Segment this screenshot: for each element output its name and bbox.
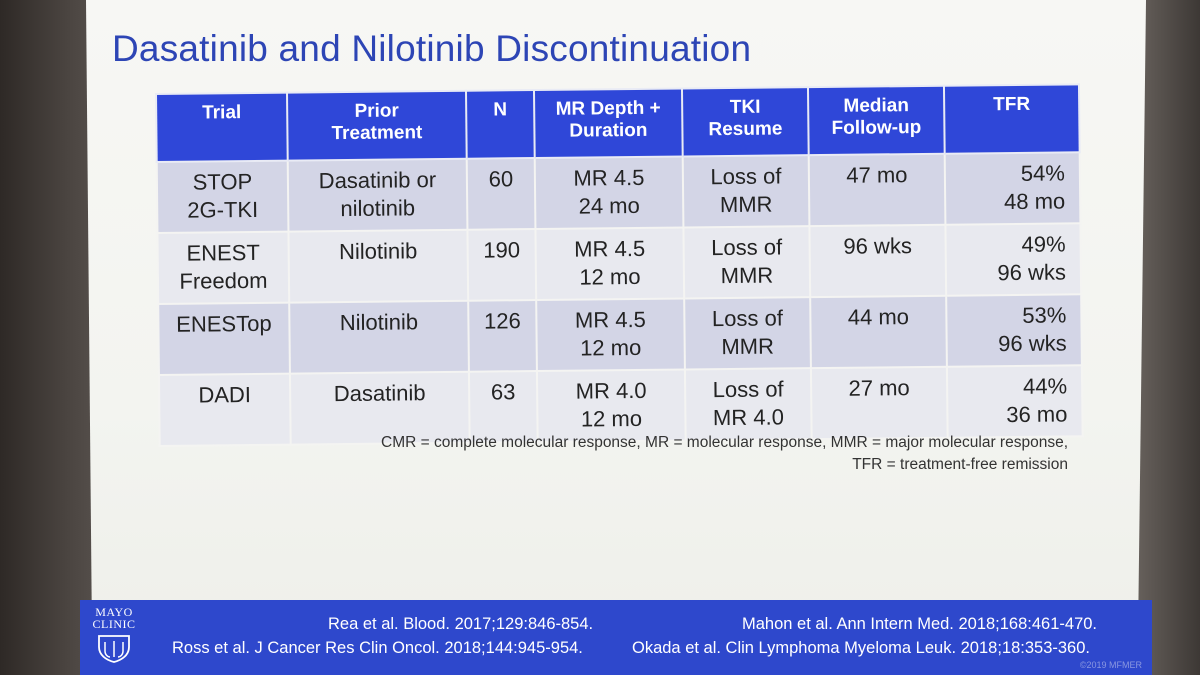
table-row: ENESTop Nilotinib 126 MR 4.5 12 mo Loss … [158, 294, 1082, 375]
abbreviation-line-1: CMR = complete molecular response, MR = … [381, 434, 1068, 451]
slide-title: Dasatinib and Nilotinib Discontinuation [112, 28, 752, 69]
cell-median-follow-up: 96 wks [809, 224, 947, 298]
header-median-follow-up: Median Follow-up [807, 85, 945, 156]
cell-tfr: 54% 48 mo [944, 152, 1081, 225]
header-trial: Trial [156, 92, 288, 162]
cell-median-follow-up: 47 mo [808, 153, 946, 227]
shield-icon [98, 635, 130, 663]
cell-mr-depth: MR 4.5 12 mo [535, 227, 685, 301]
logo-text-clinic: CLINIC [92, 617, 136, 631]
cell-prior-treatment: Dasatinib or nilotinib [287, 158, 468, 232]
copyright-tag: ©2019 MFMER [1079, 660, 1142, 670]
cell-tki-resume: Loss of MR 4.0 [684, 368, 812, 441]
cell-prior-treatment: Nilotinib [288, 229, 469, 303]
cell-trial: ENEST Freedom [157, 231, 290, 304]
cell-mr-depth: MR 4.5 12 mo [536, 298, 685, 372]
references-footer: MAYO CLINIC Rea et al. Blood. 2017;129:8… [80, 600, 1152, 675]
cell-n: 60 [466, 158, 536, 230]
cell-mr-depth: MR 4.5 24 mo [534, 156, 684, 230]
trial-table: Trial Prior Treatment N MR Depth + Durat… [155, 83, 1084, 447]
cell-tki-resume: Loss of MMR [682, 155, 810, 228]
cell-tfr: 44% 36 mo [946, 365, 1083, 438]
cell-median-follow-up: 27 mo [810, 366, 948, 440]
cell-trial: STOP 2G-TKI [156, 160, 289, 233]
logo-text-mayo: MAYO [95, 605, 133, 619]
reference-mahon: Mahon et al. Ann Intern Med. 2018;168:46… [742, 615, 1098, 633]
header-mr-depth-duration: MR Depth + Duration [533, 88, 683, 159]
cell-tki-resume: Loss of MMR [684, 297, 811, 370]
table-row: STOP 2G-TKI Dasatinib or nilotinib 60 MR… [156, 152, 1081, 233]
header-tki-resume: TKI Resume [681, 87, 809, 157]
cell-tfr: 49% 96 wks [945, 223, 1082, 296]
header-n: N [465, 90, 535, 159]
header-tfr: TFR [943, 84, 1080, 154]
abbreviation-line-2: TFR = treatment-free remission [852, 456, 1068, 473]
cell-median-follow-up: 44 mo [810, 295, 947, 369]
mayo-clinic-logo: MAYO CLINIC [88, 606, 140, 663]
table-header-row: Trial Prior Treatment N MR Depth + Durat… [156, 84, 1080, 162]
cell-trial: ENESTop [158, 302, 290, 375]
cell-tki-resume: Loss of MMR [683, 226, 811, 299]
table-row: ENEST Freedom Nilotinib 190 MR 4.5 12 mo… [157, 223, 1082, 304]
cell-n: 190 [467, 229, 537, 301]
header-prior-treatment: Prior Treatment [287, 90, 467, 161]
cell-prior-treatment: Nilotinib [289, 300, 469, 374]
reference-rea: Rea et al. Blood. 2017;129:846-854. [328, 615, 594, 633]
reference-okada: Okada et al. Clin Lymphoma Myeloma Leuk.… [632, 639, 1090, 657]
cell-n: 126 [468, 300, 537, 372]
reference-ross: Ross et al. J Cancer Res Clin Oncol. 201… [172, 639, 583, 657]
abbreviation-footnote: CMR = complete molecular response, MR = … [260, 432, 1068, 476]
cell-tfr: 53% 96 wks [946, 294, 1082, 367]
